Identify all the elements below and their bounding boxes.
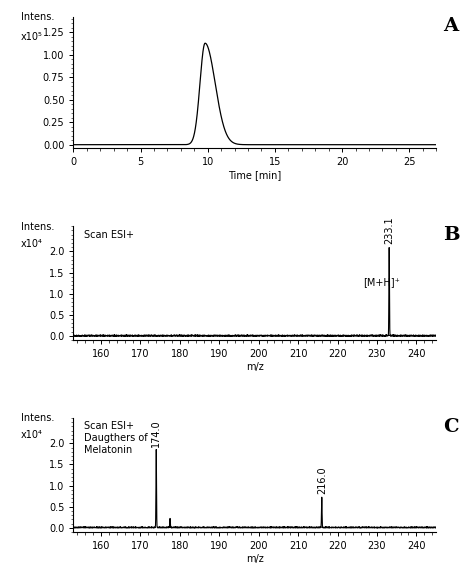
Text: Intens.: Intens. xyxy=(21,414,54,423)
Text: Intens.: Intens. xyxy=(21,12,54,22)
Text: x10⁴: x10⁴ xyxy=(21,239,43,249)
Text: Scan ESI+
Daugthers of
Melatonin: Scan ESI+ Daugthers of Melatonin xyxy=(84,422,148,455)
Text: 216.0: 216.0 xyxy=(317,467,327,494)
Text: B: B xyxy=(443,226,460,244)
Text: 174.0: 174.0 xyxy=(151,419,161,447)
Text: A: A xyxy=(443,17,458,35)
X-axis label: Time [min]: Time [min] xyxy=(228,170,282,180)
Text: 233.1: 233.1 xyxy=(384,217,394,244)
X-axis label: m/z: m/z xyxy=(246,554,264,564)
Text: x10⁵: x10⁵ xyxy=(21,31,43,42)
Text: Scan ESI+: Scan ESI+ xyxy=(84,229,134,240)
Text: [M+H]⁺: [M+H]⁺ xyxy=(363,277,400,287)
Text: Intens.: Intens. xyxy=(21,221,54,232)
X-axis label: m/z: m/z xyxy=(246,362,264,372)
Text: x10⁴: x10⁴ xyxy=(21,431,43,440)
Text: C: C xyxy=(443,418,459,436)
